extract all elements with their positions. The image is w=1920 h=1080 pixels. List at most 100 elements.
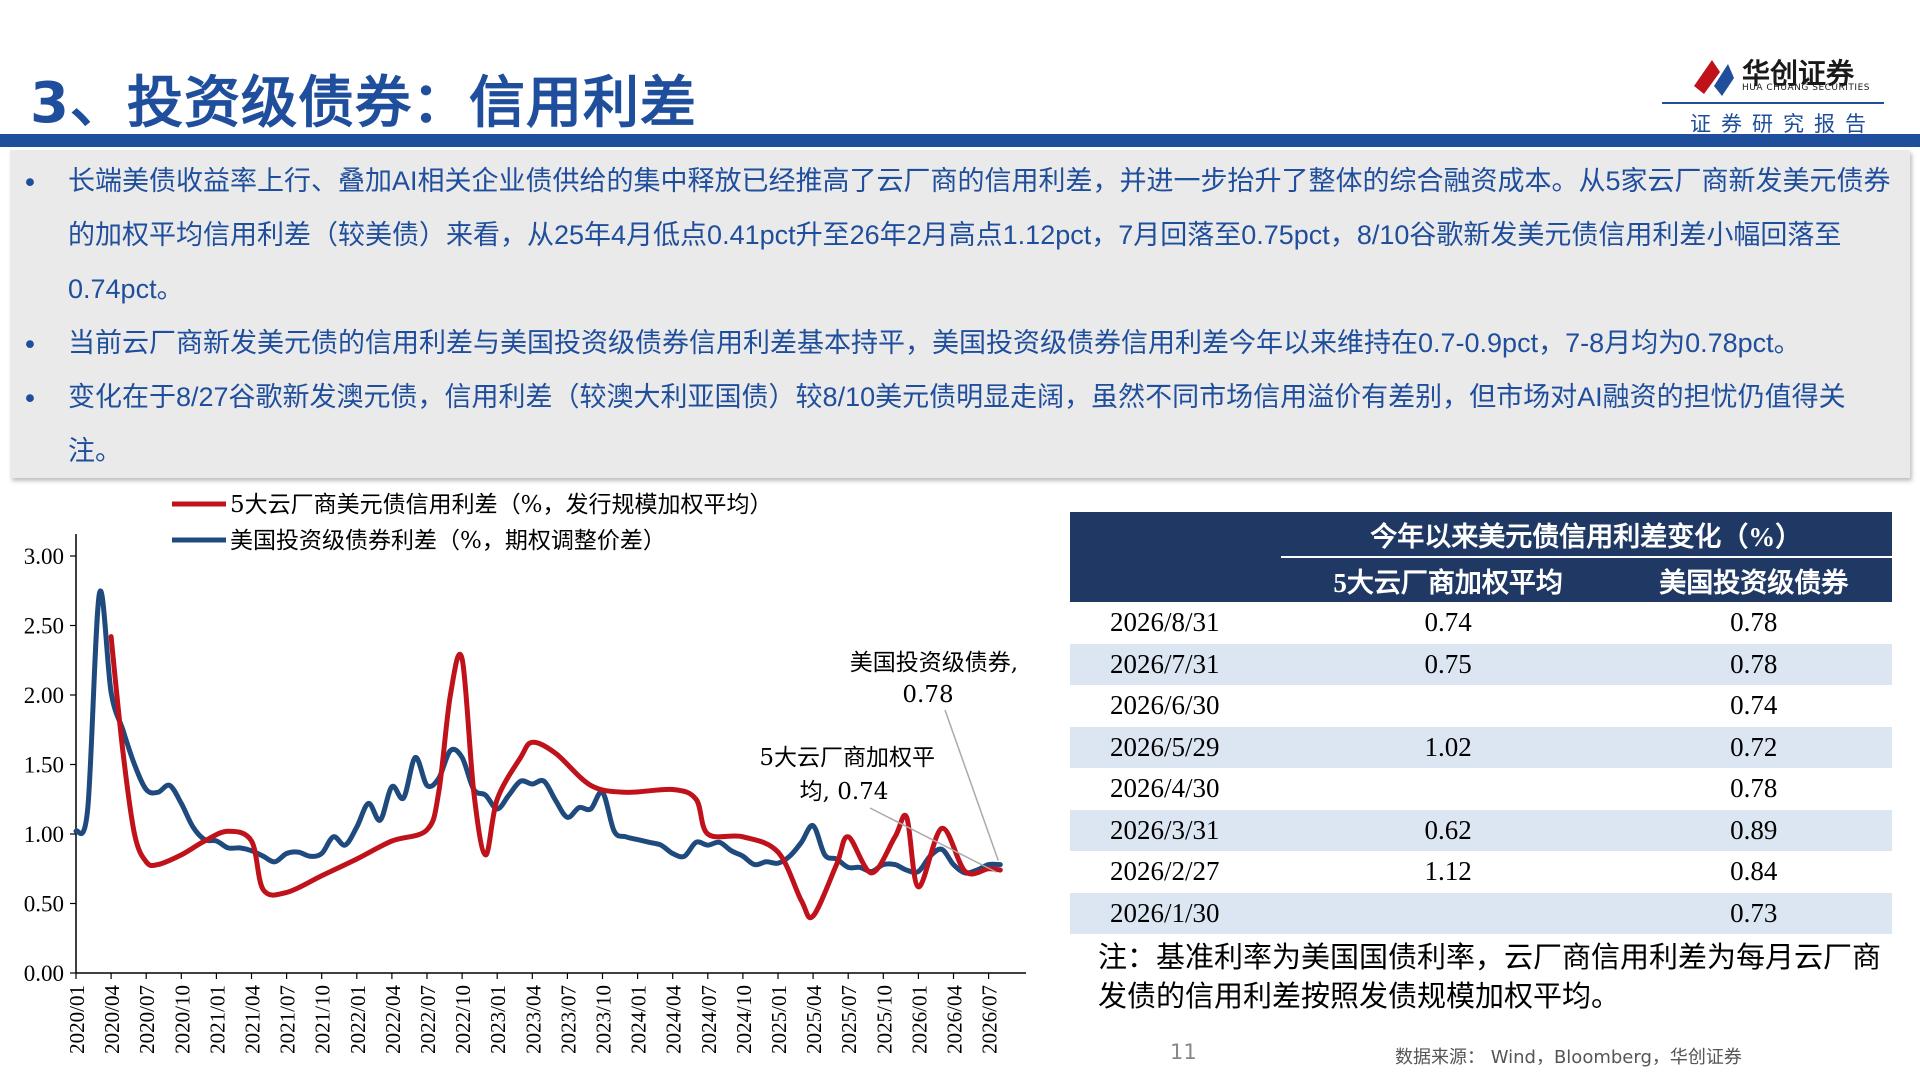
table-title: 今年以来美元债信用利差变化（%）: [1280, 512, 1892, 558]
table-cell-ig: 0.78: [1615, 602, 1892, 644]
table-cell-cloud: [1280, 768, 1616, 810]
table-cell-ig: 0.73: [1615, 892, 1892, 934]
x-tick-label: 2021/04: [241, 985, 265, 1054]
x-tick-label: 2026/07: [978, 985, 1002, 1054]
logo-name: 华创证券: [1742, 57, 1855, 90]
y-tick-label: 3.00: [24, 544, 64, 569]
x-tick-label: 2025/07: [837, 985, 861, 1054]
bullet-marker: •: [22, 384, 38, 415]
x-tick-label: 2023/04: [521, 985, 545, 1054]
table-row: 2026/1/30 0.73: [1070, 892, 1892, 934]
table-cell-ig: 0.74: [1615, 685, 1892, 727]
x-tick-label: 2022/04: [381, 985, 405, 1054]
table-cell-cloud: [1280, 685, 1616, 727]
x-tick-label: 2021/07: [276, 985, 300, 1054]
x-tick-label: 2023/01: [486, 985, 510, 1054]
logo-divider: [1662, 102, 1884, 104]
annotation-ig-line2: 0.78: [902, 682, 953, 708]
annotation-cloud-leader: [869, 807, 997, 873]
x-tick-label: 2024/10: [732, 985, 756, 1054]
table-col-date: [1070, 557, 1281, 602]
table-cell-ig: 0.78: [1615, 768, 1892, 810]
table-cell-cloud: 0.62: [1280, 809, 1616, 851]
x-tick-label: 2025/04: [802, 985, 826, 1054]
annotation-ig-line1: 美国投资级债券,: [850, 650, 1018, 676]
table-row: 2026/3/31 0.62 0.89: [1070, 809, 1892, 851]
table-row: 2026/8/31 0.74 0.78: [1070, 602, 1892, 644]
x-tick-label: 2024/01: [627, 985, 651, 1054]
annotation-cloud-line2: 均, 0.74: [800, 779, 889, 805]
table-row: 2026/7/31 0.75 0.78: [1070, 643, 1892, 685]
summary-box: • 长端美债收益率上行、叠加AI相关企业债供给的集中释放已经推高了云厂商的信用利…: [10, 150, 1910, 478]
table-col-cloud: 5大云厂商加权平均: [1280, 557, 1616, 602]
x-tick-label: 2021/01: [205, 985, 229, 1054]
x-tick-label: 2020/04: [100, 985, 124, 1054]
x-tick-label: 2022/10: [451, 985, 475, 1054]
title-bar: [0, 134, 1920, 147]
table-cell-cloud: 0.74: [1280, 602, 1616, 644]
y-tick-label: 2.50: [24, 614, 64, 639]
x-tick-label: 2025/01: [767, 985, 791, 1054]
table-cell-ig: 0.89: [1615, 809, 1892, 851]
table-cell-cloud: 1.02: [1280, 726, 1616, 768]
legend-label: 5大云厂商美元债信用利差（%，发行规模加权平均）: [230, 492, 773, 518]
y-tick-label: 0.50: [24, 892, 64, 917]
page-number: 11: [1170, 1040, 1197, 1064]
data-source: 数据来源： Wind，Bloomberg，华创证券: [1395, 1047, 1742, 1068]
legend-label: 美国投资级债券利差（%，期权调整价差）: [230, 528, 666, 554]
x-tick-label: 2026/04: [943, 985, 967, 1054]
page-title: 3、投资级债券：信用利差: [30, 71, 697, 136]
bullet-text-3: 变化在于8/27谷歌新发澳元债，信用利差（较澳大利亚国债）较8/10美元债明显走…: [68, 382, 1846, 466]
table-cell-date: 2026/2/27: [1070, 851, 1281, 893]
x-tick-label: 2023/07: [556, 985, 580, 1054]
spread-table: 今年以来美元债信用利差变化（%） 5大云厂商加权平均 美国投资级债券 2026/…: [1070, 512, 1892, 934]
table-row: 2026/4/30 0.78: [1070, 768, 1892, 810]
table-cell-date: 2026/6/30: [1070, 685, 1281, 727]
table-row: 2026/2/27 1.12 0.84: [1070, 851, 1892, 893]
x-tick-label: 2022/01: [346, 985, 370, 1054]
x-tick-label: 2023/10: [592, 985, 616, 1054]
series-line-ig: [73, 588, 1003, 876]
x-tick-label: 2025/10: [872, 985, 896, 1054]
y-tick-label: 1.50: [24, 753, 64, 778]
bullet-marker: •: [22, 330, 38, 361]
table-cell-date: 2026/3/31: [1070, 809, 1281, 851]
bullet-text-1: 长端美债收益率上行、叠加AI相关企业债供给的集中释放已经推高了云厂商的信用利差，…: [68, 166, 1891, 304]
table-cell-date: 2026/1/30: [1070, 892, 1281, 934]
table-cell-date: 2026/7/31: [1070, 643, 1281, 685]
y-tick-label: 2.00: [24, 683, 64, 708]
x-tick-label: 2024/04: [662, 985, 686, 1054]
table-cell-date: 2026/5/29: [1070, 726, 1281, 768]
table-cell-cloud: 1.12: [1280, 851, 1616, 893]
table-cell-ig: 0.84: [1615, 851, 1892, 893]
table-cell-ig: 0.72: [1615, 726, 1892, 768]
table-row: 2026/5/29 1.02 0.72: [1070, 726, 1892, 768]
annotation-ig-leader: [944, 709, 1000, 861]
table-note: 注：基准利率为美国国债利率，云厂商信用利差为每月云厂商发债的信用利差按照发债规模…: [1098, 940, 1882, 1013]
x-tick-label: 2020/01: [65, 985, 89, 1054]
y-tick-label: 1.00: [24, 822, 64, 847]
table-row: 2026/6/30 0.74: [1070, 685, 1892, 727]
x-tick-label: 2022/07: [416, 985, 440, 1054]
y-tick-label: 0.00: [24, 961, 64, 986]
x-tick-label: 2021/10: [311, 985, 335, 1054]
bullet-marker: •: [22, 168, 38, 199]
logo-icon: [1694, 60, 1734, 96]
series-line-cloud: [108, 634, 1003, 921]
table-header-empty: [1070, 512, 1281, 557]
table-cell-cloud: 0.75: [1280, 643, 1616, 685]
table-col-ig: 美国投资级债券: [1615, 557, 1892, 602]
table-cell-cloud: [1280, 892, 1616, 934]
table-cell-ig: 0.78: [1615, 643, 1892, 685]
x-tick-label: 2020/10: [170, 985, 194, 1054]
x-tick-label: 2024/07: [697, 985, 721, 1054]
bullet-text-2: 当前云厂商新发美元债的信用利差与美国投资级债券信用利差基本持平，美国投资级债券信…: [68, 328, 1801, 358]
table-cell-date: 2026/8/31: [1070, 602, 1281, 644]
table-cell-date: 2026/4/30: [1070, 768, 1281, 810]
report-type: 证券研究报告: [1690, 112, 1876, 136]
logo-subtitle: HUA CHUANG SECURITIES: [1742, 83, 1870, 93]
x-tick-label: 2026/01: [907, 985, 931, 1054]
x-tick-label: 2020/07: [135, 985, 159, 1054]
annotation-cloud-line1: 5大云厂商加权平: [759, 745, 935, 771]
